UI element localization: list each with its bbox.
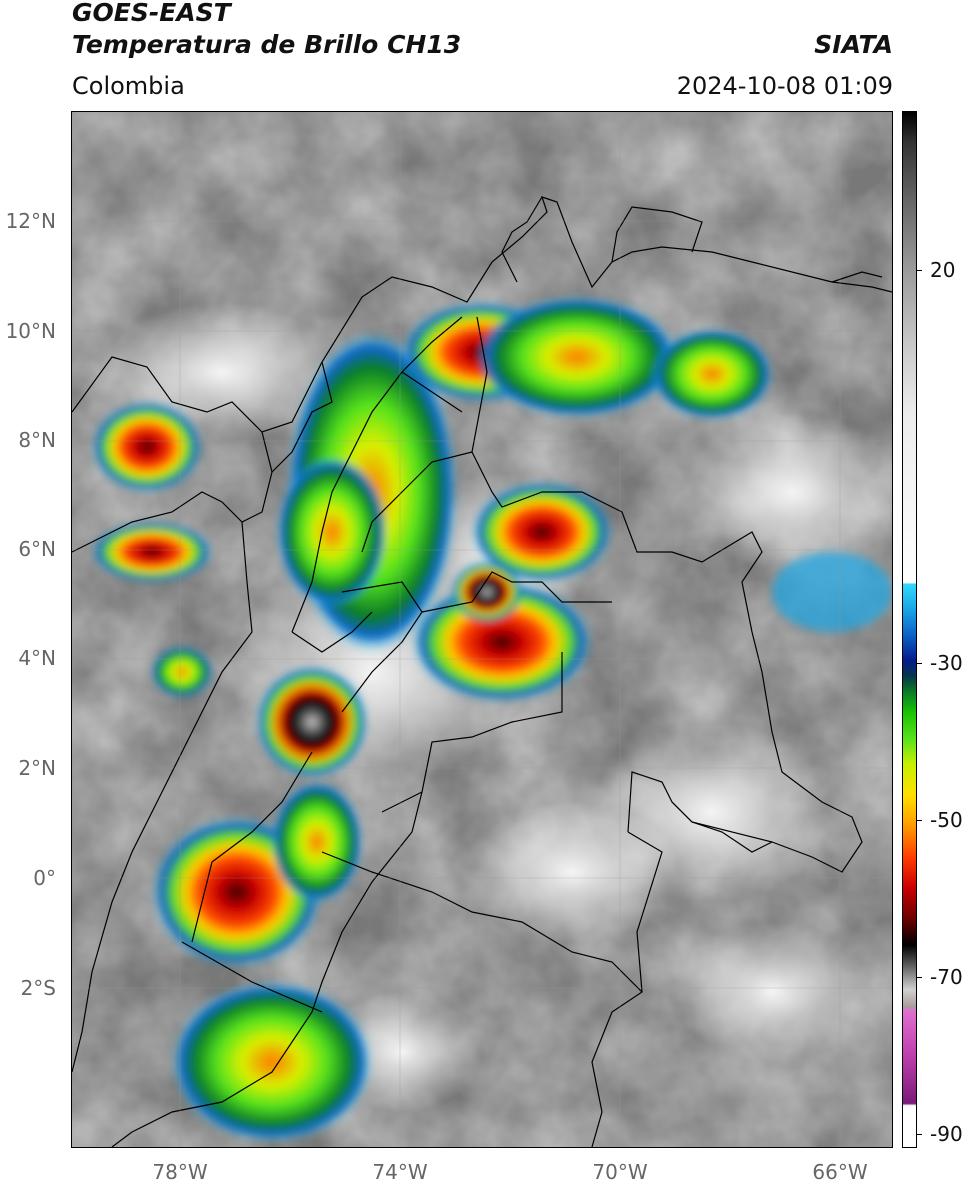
colorbar-label-minus30: -30 <box>930 651 963 675</box>
lat-label: 8°N <box>18 428 56 452</box>
lat-label: 2°S <box>20 976 56 1000</box>
lat-label: 0° <box>33 866 56 890</box>
timestamp-label: 2024-10-08 01:09 <box>676 72 893 100</box>
lon-label: 70°W <box>592 1160 648 1184</box>
colorbar-tick <box>917 663 922 664</box>
colorbar-tick <box>917 1134 922 1135</box>
colorbar-label-minus70: -70 <box>930 965 963 989</box>
lon-label: 78°W <box>152 1160 208 1184</box>
region-label: Colombia <box>72 72 185 100</box>
colorbar-label-20: 20 <box>930 258 956 282</box>
lat-label: 2°N <box>18 756 56 780</box>
map-canvas <box>72 112 892 1147</box>
graticule <box>72 112 892 1147</box>
brand-label: SIATA <box>814 30 893 59</box>
title-product: Temperatura de Brillo CH13 <box>72 30 462 59</box>
colorbar-label-minus50: -50 <box>930 808 963 832</box>
lat-label: 10°N <box>5 319 56 343</box>
colorbar-tick <box>917 820 922 821</box>
lon-label: 74°W <box>372 1160 428 1184</box>
lat-label: 6°N <box>18 537 56 561</box>
coastlines-borders <box>72 196 892 1147</box>
satellite-map[interactable] <box>71 111 893 1148</box>
convective-systems <box>92 297 892 1142</box>
lon-label: 66°W <box>812 1160 868 1184</box>
colorbar <box>902 111 917 1148</box>
colorbar-tick <box>917 977 922 978</box>
colorbar-tick <box>917 270 922 271</box>
lat-label: 4°N <box>18 646 56 670</box>
lat-label: 12°N <box>5 209 56 233</box>
title-satellite: GOES-EAST <box>72 0 231 27</box>
colorbar-label-minus90: -90 <box>930 1122 963 1146</box>
